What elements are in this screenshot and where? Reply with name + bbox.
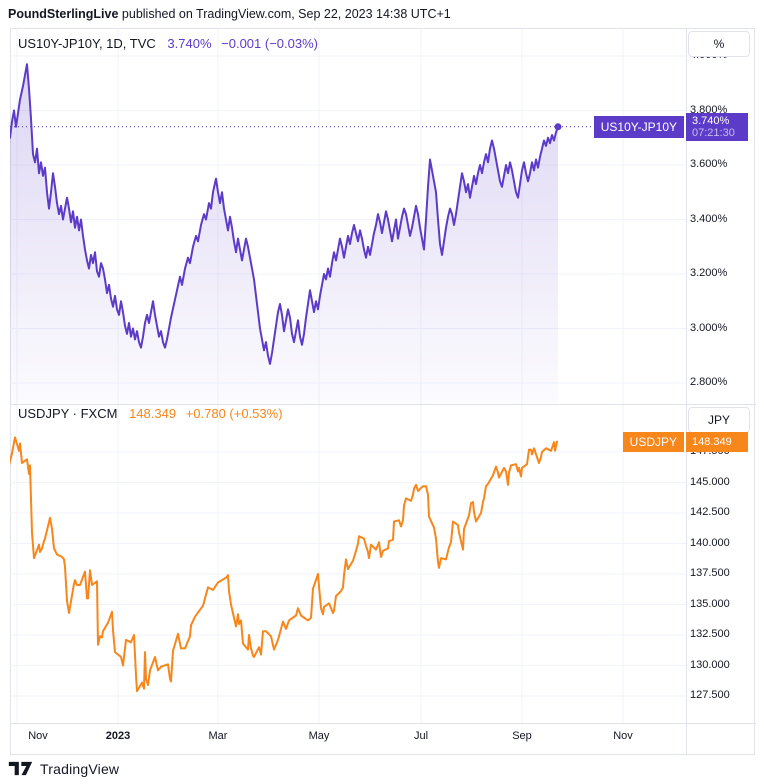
- price-tick-label: 3.000%: [690, 321, 728, 334]
- time-tick-label: Nov: [28, 730, 48, 742]
- us10y-jp10y-price-label[interactable]: 3.740% 07:21:30: [686, 112, 748, 141]
- price-tick-label: 142.500: [690, 506, 730, 518]
- pane-us10y-jp10y[interactable]: [10, 28, 686, 404]
- time-tick-label: Jul: [413, 730, 429, 742]
- usdjpy-price-label[interactable]: 148.349: [686, 431, 748, 452]
- jpy-scale-button[interactable]: JPY: [688, 407, 750, 433]
- legend-symbol[interactable]: USDJPY · FXCM: [18, 406, 118, 421]
- price-tick-label: 137.500: [690, 567, 730, 579]
- tradingview-brand-text: TradingView: [40, 760, 120, 777]
- legend-value: 3.740%: [167, 36, 212, 51]
- legend-change: +0.780 (+0.53%): [185, 406, 283, 421]
- price-tick-label: 3.200%: [690, 267, 728, 279]
- publisher-name: PoundSterlingLive: [8, 7, 119, 21]
- series-label-text: USDJPY: [629, 434, 677, 449]
- bar-countdown: 07:21:30: [692, 126, 735, 139]
- price-tick-label: 132.500: [690, 628, 730, 640]
- price-tick-label: 3.400%: [690, 212, 728, 225]
- usdjpy-series-label[interactable]: USDJPY: [622, 431, 684, 452]
- price-tick-label: 3.800%: [690, 103, 728, 116]
- time-tick-label: Nov: [613, 730, 633, 742]
- time-tick-label: Sep: [512, 730, 532, 742]
- published-text: published on TradingView.com, Sep 22, 20…: [118, 7, 451, 21]
- tradingview-icon: [8, 761, 33, 776]
- legend-value: 148.349: [129, 406, 177, 421]
- price-tick-label: 3.600%: [690, 158, 728, 170]
- price-tick-label: 145.000: [690, 475, 730, 488]
- pane-divider[interactable]: [10, 404, 756, 405]
- price-label-value: 148.349: [692, 435, 732, 448]
- percent-scale-button[interactable]: %: [688, 31, 750, 57]
- price-label-value: 3.740%: [692, 114, 730, 127]
- price-tick-label: 140.000: [690, 536, 730, 549]
- tradingview-logo-link[interactable]: TradingView: [8, 759, 119, 778]
- time-tick-label: 2023: [105, 730, 131, 742]
- price-scale-separator: [686, 28, 687, 755]
- legend-symbol[interactable]: US10Y-JP10Y, 1D, TVC: [18, 36, 156, 51]
- time-tick-label: Mar: [208, 730, 228, 742]
- series-label-text: US10Y-JP10Y: [600, 119, 677, 134]
- time-tick-label: May: [308, 730, 330, 742]
- price-tick-label: 127.500: [690, 689, 730, 701]
- us10y-jp10y-series-label[interactable]: US10Y-JP10Y: [593, 115, 684, 138]
- legend-change: −0.001 (−0.03%): [221, 36, 318, 51]
- time-axis-border: [10, 723, 756, 724]
- legend-usdjpy[interactable]: USDJPY · FXCM 148.349 +0.780 (+0.53%): [18, 406, 283, 421]
- legend-us10y-jp10y[interactable]: US10Y-JP10Y, 1D, TVC 3.740% −0.001 (−0.0…: [18, 36, 318, 51]
- pane-usdjpy[interactable]: [10, 404, 686, 723]
- price-tick-label: 2.800%: [690, 376, 728, 388]
- attribution-header: PoundSterlingLive published on TradingVi…: [8, 7, 451, 21]
- price-tick-label: 130.000: [690, 658, 730, 671]
- price-tick-label: 135.000: [690, 597, 730, 610]
